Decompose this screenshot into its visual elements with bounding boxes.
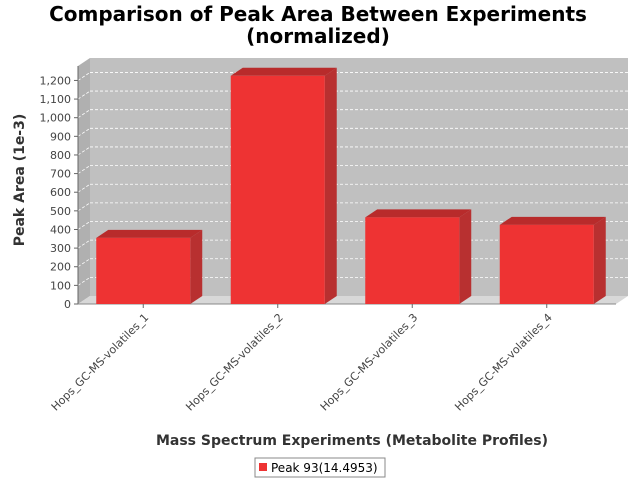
grid-line-wall — [77, 165, 91, 174]
grid-line-wall — [77, 239, 91, 249]
bar-top — [499, 216, 606, 225]
y-tick-label: 200 — [50, 261, 71, 274]
grid-line-wall — [77, 90, 91, 100]
legend-box — [254, 457, 386, 478]
y-tick-label: 800 — [50, 149, 71, 162]
bar-side — [593, 216, 606, 304]
grid-line-wall — [77, 146, 91, 156]
y-tick-label: 900 — [50, 130, 71, 143]
y-tick-label: 400 — [50, 223, 71, 236]
legend: Peak 93(14.4953) — [254, 457, 386, 478]
bar-top — [365, 209, 472, 218]
legend-swatch — [259, 463, 267, 471]
y-tick-label: 300 — [50, 242, 71, 255]
grid-line-wall — [77, 183, 91, 193]
plot-area: 0 100 200 300 400 500 600 700 800 900 1,000 1,100 1,… — [40, 58, 628, 414]
bar-side — [459, 209, 472, 304]
grid-line-wall — [77, 221, 91, 230]
bar — [499, 224, 594, 304]
bar-side — [324, 67, 337, 304]
y-tick-label: 600 — [50, 186, 71, 199]
bar-top — [230, 67, 337, 76]
y-tick-label: 500 — [50, 205, 71, 218]
x-tick-label: Hops_GC-MS-volatiles_4 — [452, 311, 555, 414]
chart-title-line2: (normalized) — [246, 24, 390, 48]
bar — [96, 237, 191, 304]
x-tick-label: Hops_GC-MS-volatiles_1 — [49, 311, 152, 414]
chart-title-line1: Comparison of Peak Area Between Experime… — [49, 2, 587, 26]
bar — [365, 217, 460, 304]
bar-side — [190, 229, 203, 304]
y-tick-label: 1,100 — [40, 93, 72, 106]
plot-floor — [78, 296, 628, 304]
grid-line-wall — [77, 127, 91, 137]
grid-line-wall — [77, 109, 91, 119]
grid-line-wall — [77, 72, 91, 81]
y-tick-label: 700 — [50, 168, 71, 181]
y-tick-label: 0 — [64, 298, 71, 311]
bar — [230, 75, 325, 304]
y-tick-label: 1,200 — [40, 74, 72, 87]
y-tick-label: 100 — [50, 279, 71, 292]
plot-background — [90, 58, 628, 296]
grid-line-wall — [77, 258, 91, 268]
grid-line-wall — [77, 277, 91, 286]
x-tick-label: Hops_GC-MS-volatiles_2 — [183, 311, 286, 414]
x-axis-label: Mass Spectrum Experiments (Metabolite Pr… — [156, 433, 548, 449]
y-axis-label: Peak Area (1e-3) — [12, 114, 28, 247]
x-tick-label: Hops_GC-MS-volatiles_3 — [318, 311, 421, 414]
y-tick-label: 1,000 — [40, 112, 72, 125]
grid-line-wall — [77, 202, 91, 212]
legend-label: Peak 93(14.4953) — [271, 461, 378, 475]
bar-top — [96, 229, 203, 238]
